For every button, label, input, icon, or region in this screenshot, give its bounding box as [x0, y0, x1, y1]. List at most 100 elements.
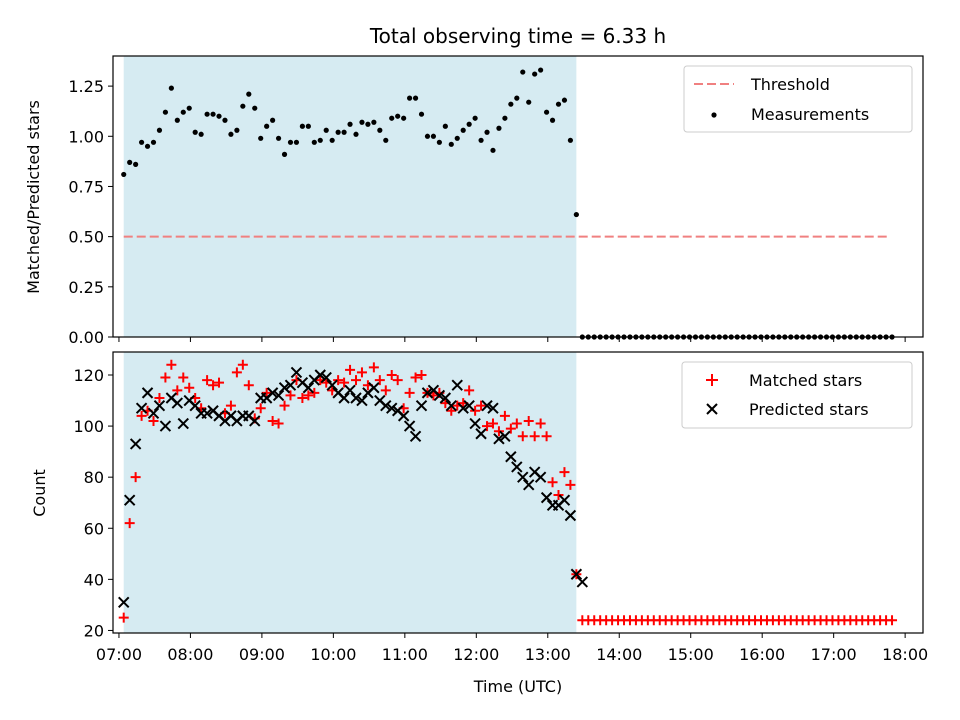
predicted-star-point [344, 384, 356, 397]
predicted-star-point [564, 509, 577, 522]
legend-matched: Matched stars [749, 371, 862, 390]
predicted-star-point [421, 387, 434, 399]
measurement-point [478, 137, 484, 143]
measurement-point [252, 105, 258, 111]
measurement-point [502, 115, 508, 121]
measurement-point [192, 129, 198, 135]
predicted-star-point [397, 410, 410, 422]
predicted-star-point [201, 407, 213, 420]
matched-star-point [118, 612, 129, 623]
matched-star-point [410, 372, 421, 383]
measurements-legend-swatch [711, 112, 717, 118]
matched-star-point [505, 423, 516, 434]
matched-star-point [208, 380, 219, 391]
measurement-point [275, 135, 282, 141]
measurement-point [514, 95, 520, 101]
predicted-star-point [386, 402, 398, 414]
matched-star-point [154, 392, 165, 403]
predicted-star-point [314, 369, 326, 381]
matched-star-point [523, 415, 534, 426]
predicted-star-point [463, 399, 475, 412]
observing-span-bottom [123, 352, 577, 633]
measurement-point [436, 139, 442, 145]
legend-measurements: Measurements [751, 105, 869, 124]
matched-star-point [148, 415, 159, 426]
observing-span-top [123, 56, 577, 337]
predicted-star-point [403, 420, 416, 432]
matched-star-point [386, 369, 397, 380]
measurement-point [270, 117, 276, 123]
measurement-point [412, 95, 419, 101]
predicted-star-point [123, 494, 136, 506]
measurement-point [490, 147, 496, 153]
legend-top: Threshold Measurements [683, 65, 913, 133]
y-tick-label: 1.25 [68, 77, 104, 96]
matched-star-point [517, 431, 528, 442]
x-tick-label: 08:00 [167, 645, 213, 664]
predicted-star-point [558, 494, 571, 506]
measurement-point [156, 127, 163, 133]
matched-star-point [184, 382, 195, 393]
y-axis-label-bottom: Count [30, 469, 49, 517]
matched-legend-swatch [706, 374, 718, 386]
predicted-star-point [380, 399, 392, 412]
measurement-point [246, 91, 252, 97]
x-tick-label: 14:00 [596, 645, 642, 664]
matched-star-point [404, 387, 415, 398]
measurement-point [281, 151, 288, 157]
predicted-star-point [171, 397, 184, 409]
matched-star-point [225, 400, 236, 411]
x-tick-label: 11:00 [382, 645, 428, 664]
y-tick-label: 100 [73, 417, 104, 436]
predicted-star-point [350, 392, 362, 404]
y-tick-label: 80 [84, 468, 104, 487]
matched-star-point [279, 400, 290, 411]
matched-star-point [130, 472, 141, 483]
predicted-star-point [534, 471, 547, 483]
matched-star-point [529, 431, 540, 442]
predicted-star-point [189, 399, 201, 412]
measurement-point [198, 131, 204, 137]
measurement-point [418, 111, 425, 117]
measurement-point [538, 67, 544, 73]
measurement-point [454, 135, 460, 141]
matched-star-point [124, 518, 135, 529]
matched-star-point [178, 372, 189, 383]
x-tick-label: 12:00 [453, 645, 499, 664]
y-tick-label: 0.25 [68, 278, 104, 297]
measurement-point [186, 105, 192, 111]
predicted-star-point [481, 399, 493, 412]
measurement-point [371, 119, 377, 125]
matched-star-point [416, 369, 427, 380]
predicted-star-point [439, 392, 452, 404]
matched-star-point [446, 405, 457, 416]
predicted-legend-swatch [706, 403, 718, 415]
y-tick-label: 1.00 [68, 127, 104, 146]
plot-frame-top [112, 55, 924, 338]
measurement-point [466, 121, 472, 127]
measurement-point [389, 115, 395, 121]
matched-star-point [285, 390, 296, 401]
matched-star-point [333, 375, 344, 386]
predicted-star-point [118, 596, 130, 609]
measurement-point [228, 131, 234, 137]
measurement-point [216, 113, 222, 119]
measurement-point [401, 115, 407, 121]
measurement-point [472, 115, 478, 121]
measurement-point [121, 171, 127, 178]
x-tick-label: 16:00 [739, 645, 785, 664]
predicted-star-point [135, 402, 148, 414]
measurement-point [567, 137, 574, 143]
matched-star-point [482, 421, 493, 432]
measurement-point [407, 95, 413, 101]
predicted-star-point [415, 399, 428, 412]
predicted-star-point [141, 387, 154, 399]
matched-star-point [273, 418, 284, 429]
x-tick-label: 15:00 [668, 645, 714, 664]
measurement-point [234, 127, 240, 133]
legend-bottom: Matched stars Predicted stars [681, 361, 913, 429]
legend-frame-top [683, 65, 913, 133]
predicted-star-point [451, 379, 463, 391]
predicted-star-point [159, 420, 172, 432]
